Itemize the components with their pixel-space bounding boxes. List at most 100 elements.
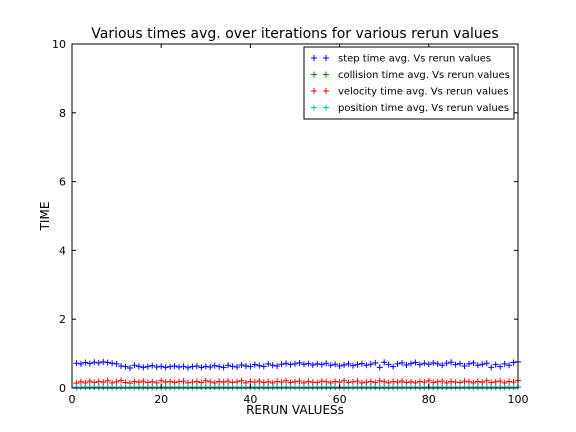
data-point: [256, 362, 263, 369]
data-point: [448, 378, 455, 385]
data-point: [140, 364, 147, 371]
data-point: [439, 362, 446, 369]
data-point: [309, 361, 316, 368]
data-point: [77, 378, 84, 385]
data-point: [318, 361, 325, 368]
legend-marker: [323, 71, 329, 78]
data-point: [497, 363, 504, 370]
data-point: [274, 362, 281, 369]
data-point: [510, 359, 517, 366]
data-point: [202, 363, 209, 370]
legend-label: position time avg. Vs rerun values: [338, 103, 509, 114]
data-point: [283, 377, 290, 384]
plot-frame: [71, 43, 519, 389]
data-point: [407, 360, 414, 367]
data-point: [225, 378, 232, 385]
data-point: [225, 362, 232, 369]
data-point: [363, 362, 370, 369]
data-point: [131, 378, 138, 385]
data-point: [287, 361, 294, 368]
data-point: [434, 360, 441, 367]
data-point: [118, 377, 125, 384]
data-point: [265, 360, 272, 367]
data-point: [153, 364, 160, 371]
data-point: [207, 364, 214, 371]
legend-entry: position time avg. Vs rerun values: [311, 103, 509, 114]
data-point: [247, 363, 254, 370]
data-point: [407, 378, 414, 385]
data-point: [122, 363, 129, 370]
data-point: [425, 361, 432, 368]
data-point: [425, 377, 432, 384]
legend-marker: [311, 88, 317, 94]
data-point: [198, 364, 205, 371]
data-point: [465, 360, 472, 367]
data-point: [167, 363, 174, 370]
data-point: [354, 378, 361, 385]
data-point: [220, 364, 227, 371]
legend-marker: [323, 88, 329, 94]
data-point: [305, 378, 312, 385]
data-point: [113, 360, 120, 367]
data-point: [176, 364, 183, 371]
data-point: [104, 377, 111, 384]
data-point: [77, 360, 84, 367]
data-point: [184, 364, 191, 371]
data-point: [367, 361, 374, 368]
data-point: [434, 378, 441, 385]
y-tick-label: 0: [59, 382, 66, 395]
data-point: [416, 361, 423, 368]
data-point: [349, 378, 356, 385]
data-point: [327, 362, 334, 369]
legend-marker: [311, 55, 317, 61]
data-point: [439, 378, 446, 385]
data-point: [479, 361, 486, 368]
data-point: [86, 360, 93, 367]
data-point: [207, 378, 214, 385]
data-point: [216, 363, 223, 370]
data-point: [403, 361, 410, 368]
data-point: [176, 378, 183, 385]
data-point: [497, 378, 504, 385]
x-axis-label: RERUN VALUESs: [246, 403, 344, 417]
x-tick-label: 80: [422, 393, 436, 406]
data-point: [390, 363, 397, 370]
x-axis: 0 20 40 60 80 100: [69, 44, 529, 406]
series-layer: [73, 358, 521, 391]
data-point: [242, 362, 249, 369]
data-point: [86, 378, 93, 385]
data-point: [345, 360, 352, 367]
chart-title: Various times avg. over iterations for v…: [91, 26, 498, 42]
data-point: [399, 378, 406, 385]
data-point: [448, 359, 455, 366]
data-point: [292, 378, 298, 385]
data-point: [180, 378, 187, 385]
y-tick-label: 6: [59, 176, 66, 189]
data-point: [416, 378, 423, 385]
data-point: [229, 363, 236, 370]
data-point: [474, 362, 481, 369]
data-point: [349, 362, 356, 369]
data-point: [211, 362, 218, 369]
data-point: [385, 361, 392, 368]
data-point: [292, 360, 298, 367]
data-point: [376, 364, 383, 371]
data-point: [238, 361, 245, 368]
data-point: [109, 360, 116, 367]
data-point: [144, 363, 151, 370]
data-point: [256, 378, 263, 385]
legend-marker: [323, 104, 329, 111]
data-point: [113, 378, 120, 385]
data-point: [421, 360, 428, 367]
data-point: [483, 360, 490, 367]
x-tick-label: 0: [69, 393, 76, 406]
data-point: [171, 362, 178, 369]
data-point: [470, 359, 477, 366]
data-point: [381, 378, 388, 385]
data-point: [260, 363, 267, 370]
data-point: [158, 377, 165, 384]
data-point: [100, 358, 107, 365]
data-point: [95, 378, 102, 385]
x-tick-label: 60: [333, 393, 347, 406]
